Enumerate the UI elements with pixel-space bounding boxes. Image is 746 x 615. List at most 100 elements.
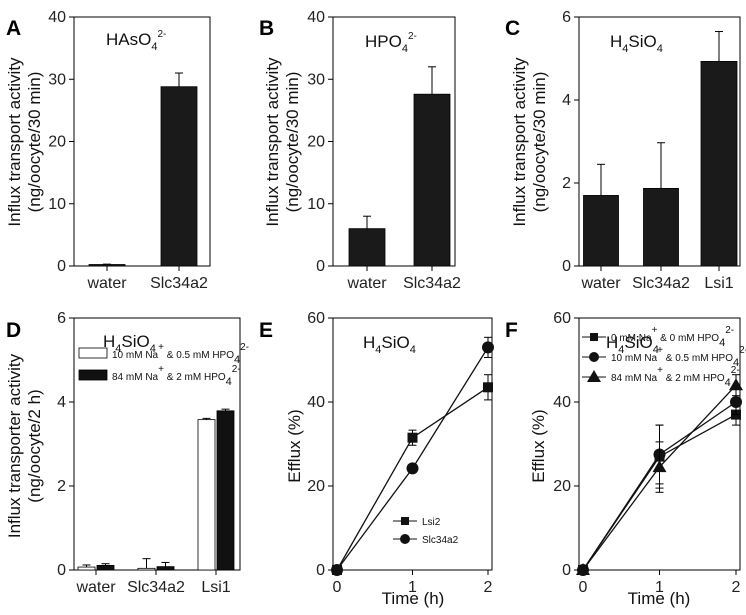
bar xyxy=(197,419,216,571)
data-point xyxy=(483,382,493,393)
x-tick-label: 0 xyxy=(579,579,588,596)
y-tick-label: 0 xyxy=(57,562,66,579)
chart-title-part: 4 xyxy=(653,344,659,356)
chart-title-part: 4 xyxy=(402,43,408,55)
y-tick-label: 4 xyxy=(57,394,66,411)
y-tick-label: 30 xyxy=(307,71,325,88)
legend-entry-part: Lsi2 xyxy=(422,517,441,528)
legend-entry-part: & 0 mM HPO xyxy=(657,333,719,344)
x-tick-label: 1 xyxy=(408,579,417,596)
bar xyxy=(88,264,126,267)
y-tick-label: 2 xyxy=(57,478,66,495)
legend-entry-part: & 2 mM HPO xyxy=(663,373,725,384)
legend-entry-part: + xyxy=(158,364,164,375)
bar xyxy=(583,195,619,267)
y-tick-label: 2 xyxy=(562,175,571,192)
legend-entry-part: 10 mM Na xyxy=(112,350,159,361)
y-tick-label: 40 xyxy=(553,394,571,411)
chart-title-part: H xyxy=(103,332,115,351)
chart-title-part: H xyxy=(606,333,618,352)
chart-title-part: 4 xyxy=(618,344,624,356)
chart-title-part: SiO xyxy=(628,32,656,51)
panel-letter: D xyxy=(6,319,21,342)
x-tick-label: water xyxy=(346,275,387,292)
y-tick-label: 20 xyxy=(48,134,66,151)
legend-entry: 84 mM Na+ & 2 mM HPO42- xyxy=(112,364,241,388)
legend-entry-part: 84 mM Na xyxy=(112,372,159,383)
y-tick-label: 20 xyxy=(307,134,325,151)
legend-entry-part: & 2 mM HPO xyxy=(164,372,226,383)
y-tick-label: 0 xyxy=(562,562,571,579)
panel-letter: E xyxy=(259,319,273,342)
chart-title-part: 4 xyxy=(657,43,663,55)
legend-marker xyxy=(401,517,409,525)
data-point xyxy=(406,462,419,475)
y-axis-label-line: (ng/oocyte/30 min) xyxy=(530,72,549,213)
bar xyxy=(413,93,451,267)
legend-entry-part: 4 xyxy=(725,377,731,389)
data-point xyxy=(730,396,742,408)
x-tick-label: 2 xyxy=(732,579,741,596)
x-tick-label: 2 xyxy=(484,579,493,596)
legend-swatch xyxy=(78,347,108,359)
x-tick-label: water xyxy=(75,579,116,596)
data-point xyxy=(331,564,343,576)
x-tick-label: 1 xyxy=(655,579,664,596)
legend-entry-part: Slc34a2 xyxy=(422,535,459,546)
panel-letter: B xyxy=(259,17,274,40)
legend-entry: 0 mM Na+ & 0 mM HPO42- xyxy=(611,325,734,349)
chart-title-part: 2- xyxy=(408,31,417,42)
bar xyxy=(348,228,386,267)
legend-entry-part: + xyxy=(657,365,663,376)
y-tick-label: 0 xyxy=(562,258,571,275)
legend-entry-part: 0 mM Na xyxy=(611,333,652,344)
legend-marker xyxy=(587,370,601,382)
chart-title-part: HAsO xyxy=(106,30,151,49)
data-point xyxy=(407,432,418,443)
legend-entry-part: 2- xyxy=(739,345,746,356)
bar xyxy=(216,410,235,571)
x-tick-label: Lsi1 xyxy=(201,579,230,596)
y-tick-label: 40 xyxy=(307,394,325,411)
y-axis-label-line: Influx transport activity xyxy=(263,57,282,227)
legend-entry-part: 4 xyxy=(226,376,232,388)
legend-entry-part: + xyxy=(158,342,164,353)
legend-entry-part: 2- xyxy=(232,364,241,375)
bar xyxy=(700,61,738,267)
legend-entry-part: 4 xyxy=(234,354,240,366)
y-axis-label: Influx transport activity(ng/oocyte/30 m… xyxy=(510,57,549,227)
chart-title-part: 4 xyxy=(375,344,381,356)
legend-entry-part: & 0.5 mM HPO xyxy=(663,353,733,364)
chart-title-part: 4 xyxy=(151,41,157,53)
legend-entry-part: 4 xyxy=(733,357,739,369)
x-tick-label: Slc34a2 xyxy=(632,275,690,292)
panel-letter: C xyxy=(505,17,520,40)
data-point xyxy=(729,378,743,391)
y-tick-label: 0 xyxy=(316,258,325,275)
chart-title-part: SiO xyxy=(624,333,652,352)
chart-title-part: H xyxy=(610,32,622,51)
legend-marker xyxy=(590,333,598,341)
chart-title-part: 2- xyxy=(157,29,166,40)
legend-marker xyxy=(589,352,599,362)
data-point xyxy=(652,460,667,473)
legend-entry-part: 2- xyxy=(725,325,734,336)
data-point xyxy=(482,341,494,354)
chart-title: HPO42- xyxy=(365,31,417,55)
legend-entry: 84 mM Na+ & 2 mM HPO42- xyxy=(611,365,740,389)
chart-panel-d: D 0 2 4 6 Influx transporter activity(ng/oocy… xyxy=(5,310,249,596)
y-axis-label-line: Efflux (%) xyxy=(285,409,304,482)
y-axis-label: Efflux (%) xyxy=(285,409,304,482)
chart-title-part: H xyxy=(363,333,375,352)
series-line xyxy=(336,386,489,571)
y-tick-label: 4 xyxy=(562,92,571,109)
panel-letter: F xyxy=(505,319,518,342)
legend-entry-part: 2- xyxy=(731,365,740,376)
y-tick-label: 30 xyxy=(48,71,66,88)
legend-entry-part: 84 mM Na xyxy=(611,373,658,384)
legend-entry: 10 mM Na+ & 0.5 mM HPO42- xyxy=(112,342,249,366)
y-axis-label-line: (ng/oocyte/30 min) xyxy=(283,72,302,213)
